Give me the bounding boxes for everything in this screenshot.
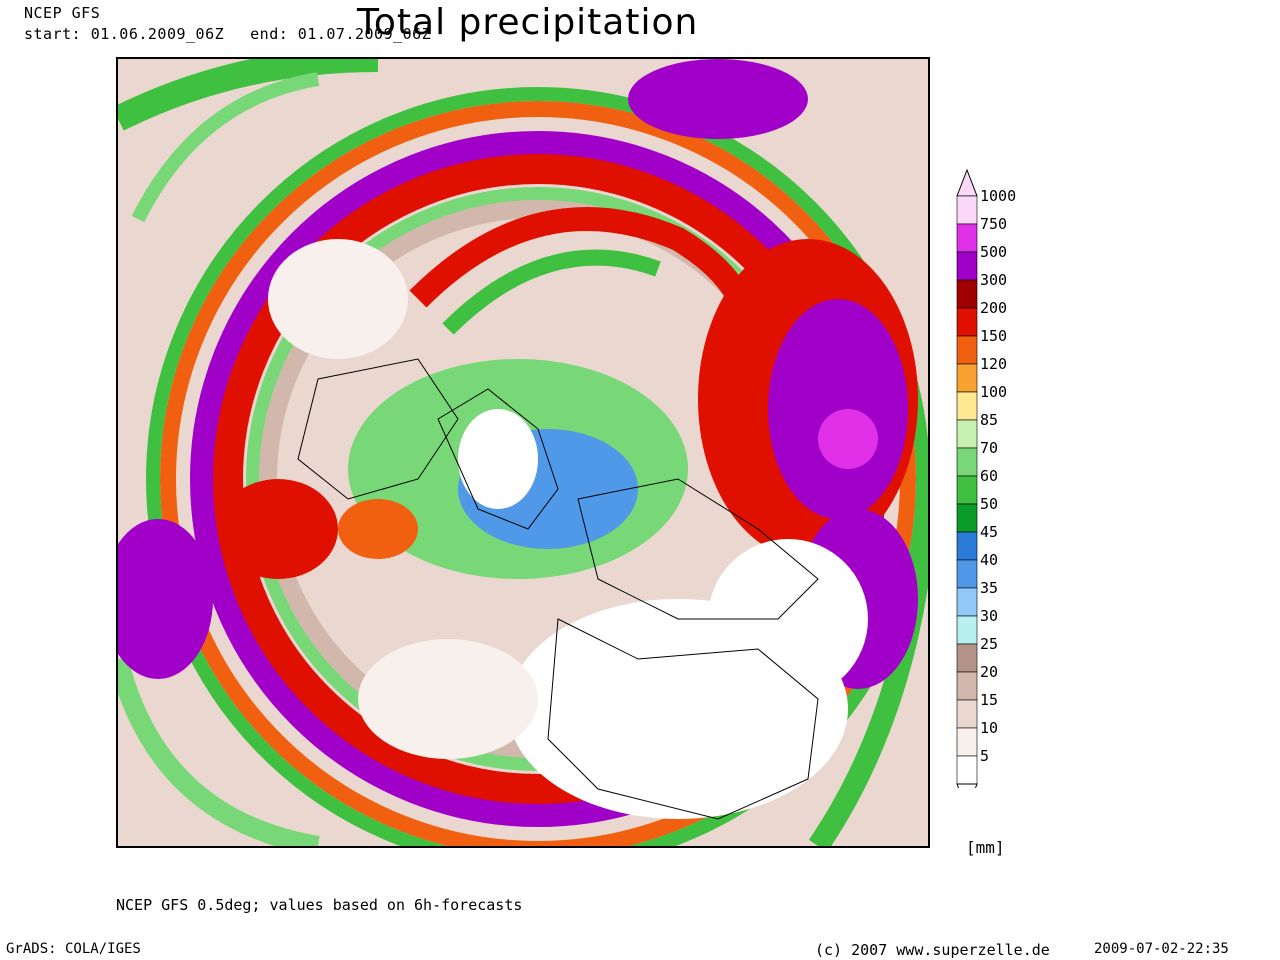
colorbar-tick-label: 100	[980, 383, 1008, 401]
spiral-arm-red	[409, 207, 762, 394]
colorbar-swatch	[956, 419, 978, 449]
colorbar-swatch	[956, 391, 978, 421]
colorbar-tick-label: 150	[980, 327, 1008, 345]
copyright-credit: (c) 2007 www.superzelle.de	[815, 941, 1050, 959]
colorbar-arrow-top	[956, 168, 978, 197]
dry-north-pacific	[268, 239, 408, 359]
colorbar-tick-label: 300	[980, 271, 1008, 289]
north-rain-violet	[628, 59, 808, 139]
colorbar-swatch	[956, 559, 978, 589]
colorbar-swatch	[956, 447, 978, 477]
start-date: start: 01.06.2009_06Z	[24, 25, 225, 43]
colorbar-swatch	[956, 587, 978, 617]
precipitation-map	[116, 57, 930, 848]
atlantic-rain-red	[218, 479, 338, 579]
colorbar-swatch	[956, 195, 978, 225]
corner-band-nw	[118, 59, 379, 131]
colorbar-tick-label: 500	[980, 243, 1008, 261]
colorbar-swatch	[956, 475, 978, 505]
colorbar-tick-label: 30	[980, 607, 999, 625]
colorbar-swatch	[956, 503, 978, 533]
colorbar	[956, 168, 978, 788]
colorbar-tick-label: 10	[980, 719, 999, 737]
colorbar-swatch	[956, 531, 978, 561]
corner-band-sw	[118, 656, 320, 846]
colorbar-tick-label: 5	[980, 747, 990, 765]
software-credit: GrADS: COLA/IGES	[6, 941, 141, 957]
colorbar-swatch	[956, 727, 978, 757]
colorbar-swatch	[956, 251, 978, 281]
colorbar-tick-label: 120	[980, 355, 1008, 373]
colorbar-swatch	[956, 643, 978, 673]
end-date: end: 01.07.2009_06Z	[250, 25, 432, 43]
outer-band-orange	[160, 101, 916, 846]
dry-greenland	[458, 409, 538, 509]
colorbar-tick-label: 40	[980, 551, 999, 569]
coastline-africa	[547, 618, 819, 820]
precipitation-field	[118, 59, 928, 846]
colorbar-tick-label: 200	[980, 299, 1008, 317]
corner-band-se	[808, 478, 928, 846]
colorbar-tick-label: 85	[980, 411, 999, 429]
model-label: NCEP GFS	[24, 4, 101, 22]
caribbean-rain-violet	[118, 519, 213, 679]
dry-subtropical-atlantic	[358, 639, 538, 759]
na-rain-orange	[338, 499, 418, 559]
colorbar-swatch	[956, 307, 978, 337]
colorbar-swatch	[956, 615, 978, 645]
coastline-north-america	[297, 358, 459, 500]
asia-rain-magenta	[818, 409, 878, 469]
dry-arabia	[708, 539, 868, 699]
colorbar-tick-label: 25	[980, 635, 999, 653]
colorbar-tick-label: 20	[980, 663, 999, 681]
timestamp: 2009-07-02-22:35	[1094, 941, 1229, 957]
asia-rain-violet	[768, 299, 908, 519]
colorbar-tick-label: 750	[980, 215, 1008, 233]
colorbar-tick-label: 15	[980, 691, 999, 709]
coastline-greenland	[437, 388, 559, 530]
spiral-arm-green	[442, 249, 661, 335]
colorbar-tick-label: 1000	[980, 187, 1017, 205]
colorbar-swatch	[956, 755, 978, 785]
map-title: Total precipitation	[357, 2, 699, 43]
colorbar-tick-label: 35	[980, 579, 999, 597]
colorbar-swatch	[956, 223, 978, 253]
colorbar-swatch	[956, 363, 978, 393]
colorbar-swatch	[956, 335, 978, 365]
colorbar-swatch	[956, 671, 978, 701]
date-range: start: 01.06.2009_06Z end: 01.07.2009_06Z	[24, 25, 457, 43]
colorbar-tick-label: 50	[980, 495, 999, 513]
colorbar-tick-label: 60	[980, 467, 999, 485]
corner-band-nw-2	[131, 72, 320, 223]
colorbar-swatch	[956, 699, 978, 729]
colorbar-tick-label: 45	[980, 523, 999, 541]
colorbar-arrow-bottom	[956, 783, 978, 788]
units-label: [mm]	[966, 838, 1005, 857]
colorbar-swatch	[956, 279, 978, 309]
footer-note: NCEP GFS 0.5deg; values based on 6h-fore…	[116, 896, 523, 914]
coastline-eurasia	[577, 478, 819, 620]
colorbar-tick-label: 70	[980, 439, 999, 457]
